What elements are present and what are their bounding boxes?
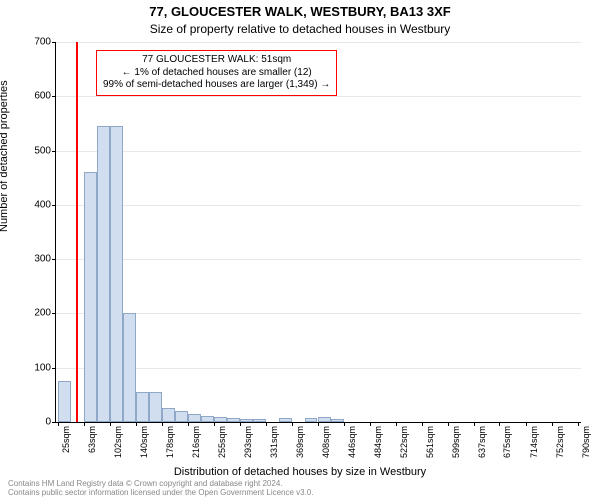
histogram-bar xyxy=(58,381,71,422)
xtick-label: 446sqm xyxy=(347,426,357,458)
ytick-label: 500 xyxy=(11,145,51,156)
histogram-bar xyxy=(162,408,175,422)
xtick-label: 599sqm xyxy=(451,426,461,458)
xtick-label: 216sqm xyxy=(191,426,201,458)
gridline xyxy=(56,205,581,206)
ytick-mark xyxy=(52,259,56,260)
xtick-label: 675sqm xyxy=(502,426,512,458)
histogram-bar xyxy=(331,419,344,422)
histogram-bar xyxy=(110,126,123,422)
x-axis-label: Distribution of detached houses by size … xyxy=(0,466,600,478)
footer-line-2: Contains public sector information licen… xyxy=(8,489,314,498)
xtick-label: 522sqm xyxy=(399,426,409,458)
xtick-mark xyxy=(344,422,345,426)
histogram-bar xyxy=(201,416,214,423)
xtick-label: 102sqm xyxy=(113,426,123,458)
histogram-bar xyxy=(240,419,253,422)
gridline xyxy=(56,151,581,152)
xtick-label: 25sqm xyxy=(61,426,71,453)
xtick-mark xyxy=(110,422,111,426)
xtick-label: 178sqm xyxy=(165,426,175,458)
xtick-mark xyxy=(162,422,163,426)
ytick-mark xyxy=(52,96,56,97)
ytick-mark xyxy=(52,205,56,206)
histogram-bar xyxy=(175,411,188,422)
xtick-mark xyxy=(526,422,527,426)
gridline xyxy=(56,259,581,260)
histogram-bar xyxy=(123,313,136,422)
xtick-label: 293sqm xyxy=(243,426,253,458)
ytick-mark xyxy=(52,151,56,152)
xtick-mark xyxy=(578,422,579,426)
histogram-bar xyxy=(279,418,292,422)
xtick-mark xyxy=(396,422,397,426)
ytick-label: 400 xyxy=(11,199,51,210)
xtick-mark xyxy=(318,422,319,426)
y-axis-label: Number of detached properties xyxy=(0,80,10,232)
ytick-mark xyxy=(52,42,56,43)
gridline xyxy=(56,42,581,43)
histogram-bar xyxy=(149,392,162,422)
histogram-bar xyxy=(305,418,318,422)
xtick-mark xyxy=(552,422,553,426)
xtick-mark xyxy=(370,422,371,426)
gridline xyxy=(56,96,581,97)
xtick-label: 369sqm xyxy=(295,426,305,458)
xtick-mark xyxy=(448,422,449,426)
xtick-label: 637sqm xyxy=(477,426,487,458)
plot-area: 77 GLOUCESTER WALK: 51sqm ← 1% of detach… xyxy=(55,42,581,423)
ytick-label: 0 xyxy=(11,417,51,428)
ytick-label: 100 xyxy=(11,362,51,373)
ytick-label: 600 xyxy=(11,91,51,102)
xtick-mark xyxy=(422,422,423,426)
histogram-bar xyxy=(227,418,240,422)
xtick-label: 752sqm xyxy=(555,426,565,458)
histogram-bar xyxy=(253,419,266,422)
histogram-bar xyxy=(84,172,97,422)
xtick-mark xyxy=(136,422,137,426)
xtick-mark xyxy=(499,422,500,426)
xtick-label: 790sqm xyxy=(581,426,591,458)
xtick-label: 484sqm xyxy=(373,426,383,458)
histogram-bar xyxy=(318,417,331,422)
footer-attribution: Contains HM Land Registry data © Crown c… xyxy=(8,480,314,498)
chart-container: 77, GLOUCESTER WALK, WESTBURY, BA13 3XF … xyxy=(0,0,600,500)
xtick-label: 408sqm xyxy=(321,426,331,458)
xtick-label: 140sqm xyxy=(139,426,149,458)
ytick-mark xyxy=(52,313,56,314)
xtick-mark xyxy=(84,422,85,426)
xtick-mark xyxy=(474,422,475,426)
xtick-label: 561sqm xyxy=(425,426,435,458)
histogram-bar xyxy=(97,126,110,422)
xtick-mark xyxy=(188,422,189,426)
histogram-bar xyxy=(188,414,201,422)
xtick-label: 714sqm xyxy=(529,426,539,458)
histogram-bar xyxy=(214,417,227,422)
xtick-mark xyxy=(292,422,293,426)
ytick-mark xyxy=(52,422,56,423)
xtick-mark xyxy=(266,422,267,426)
xtick-mark xyxy=(58,422,59,426)
annotation-line-1: 77 GLOUCESTER WALK: 51sqm xyxy=(103,54,330,67)
ytick-label: 700 xyxy=(11,37,51,48)
xtick-mark xyxy=(214,422,215,426)
histogram-bar xyxy=(136,392,149,422)
xtick-label: 63sqm xyxy=(87,426,97,453)
title-sub: Size of property relative to detached ho… xyxy=(0,22,600,36)
ytick-label: 200 xyxy=(11,308,51,319)
annotation-line-2: ← 1% of detached houses are smaller (12) xyxy=(103,67,330,80)
reference-line xyxy=(76,42,78,422)
xtick-label: 331sqm xyxy=(269,426,279,458)
annotation-line-3: 99% of semi-detached houses are larger (… xyxy=(103,79,330,92)
ytick-label: 300 xyxy=(11,254,51,265)
annotation-box: 77 GLOUCESTER WALK: 51sqm ← 1% of detach… xyxy=(96,50,337,96)
xtick-label: 255sqm xyxy=(217,426,227,458)
ytick-mark xyxy=(52,368,56,369)
xtick-mark xyxy=(240,422,241,426)
title-main: 77, GLOUCESTER WALK, WESTBURY, BA13 3XF xyxy=(0,4,600,19)
